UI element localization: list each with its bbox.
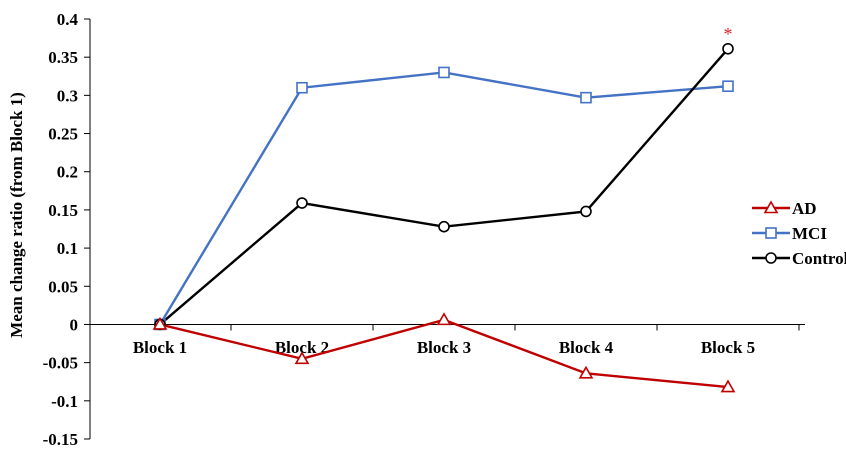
legend-label-ad: AD — [792, 199, 817, 218]
series-markers — [152, 42, 736, 393]
category-label: Block 4 — [559, 338, 614, 357]
legend-label-mci: MCI — [792, 224, 827, 243]
series-line-mci — [158, 71, 729, 326]
category-label: Block 5 — [701, 338, 755, 357]
marker-mci — [580, 91, 592, 104]
marker-ad — [152, 316, 168, 330]
y-tick-label: -0.05 — [43, 354, 78, 373]
y-tick-label: 0.2 — [57, 163, 78, 182]
annotations: * — [724, 24, 733, 44]
marker-ad — [720, 379, 736, 393]
legend-marker-ad — [763, 200, 779, 214]
y-tick-label: 0.15 — [48, 201, 78, 220]
category-label: Block 3 — [417, 338, 471, 357]
marker-mci — [296, 81, 308, 94]
y-tick-label: 0.35 — [48, 48, 78, 67]
y-tick-label: 0.05 — [48, 277, 78, 296]
marker-controls — [438, 220, 450, 233]
marker-controls — [296, 197, 308, 209]
y-tick-label: -0.15 — [43, 430, 78, 449]
y-tick-label: 0.4 — [57, 10, 79, 29]
series-lines — [158, 47, 729, 389]
legend-marker-mci — [765, 227, 777, 239]
marker-controls — [722, 42, 734, 55]
marker-ad — [436, 312, 452, 326]
series-line-controls — [159, 47, 729, 326]
legend: AD MCI Controls — [752, 199, 846, 268]
axes — [84, 18, 805, 440]
y-axis-title: Mean change ratio (from Block 1) — [7, 92, 26, 338]
y-tick-label: 0.25 — [48, 125, 78, 144]
marker-ad — [578, 365, 594, 379]
legend-label-controls: Controls — [792, 249, 846, 268]
significance-marker: * — [724, 24, 733, 44]
marker-controls — [580, 205, 592, 218]
marker-mci — [722, 80, 734, 92]
y-tick-label: -0.1 — [51, 392, 78, 411]
marker-mci — [438, 66, 450, 79]
marker-ad — [294, 351, 310, 365]
legend-marker-controls — [765, 252, 777, 264]
y-tick-labels: 0.4 0.35 0.3 0.25 0.2 0.15 0.1 0.05 0 -0.05 -0.1 -0… — [43, 10, 79, 449]
category-labels: Block 1 Block 2 Block 3 Block 4 Block 5 — [133, 338, 755, 357]
category-label: Block 2 — [275, 338, 329, 357]
category-label: Block 1 — [133, 338, 187, 357]
y-tick-label: 0.1 — [57, 239, 78, 258]
y-tick-label: 0.3 — [57, 86, 78, 105]
y-tick-label: 0 — [70, 315, 79, 334]
